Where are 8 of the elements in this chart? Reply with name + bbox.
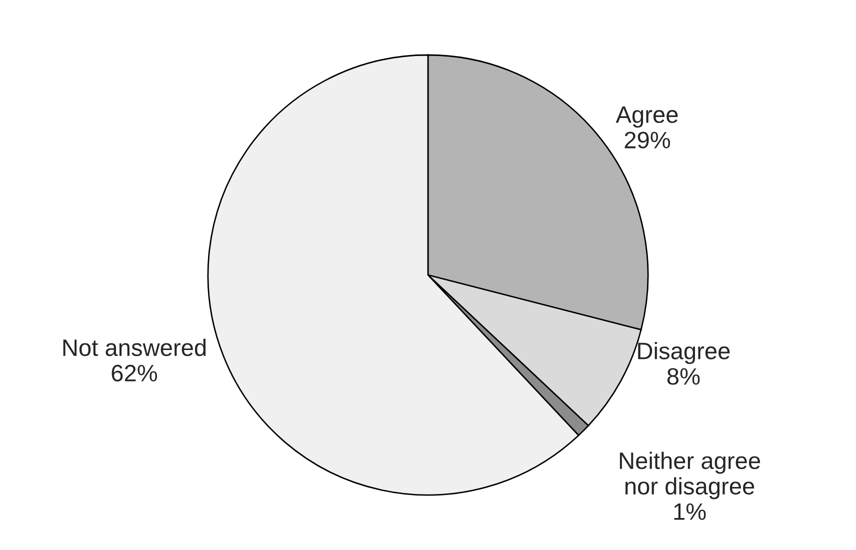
data-label: 1% <box>674 503 706 520</box>
data-label: 29% <box>624 132 670 148</box>
data-label: 8% <box>667 368 700 385</box>
data-label: 62% <box>112 364 158 382</box>
slice-label: Agree <box>616 106 678 128</box>
slice-label: Not answered <box>63 338 206 356</box>
slice-label: Disagree <box>638 342 730 364</box>
slice-label: Neither agree nor disagree <box>620 452 760 500</box>
